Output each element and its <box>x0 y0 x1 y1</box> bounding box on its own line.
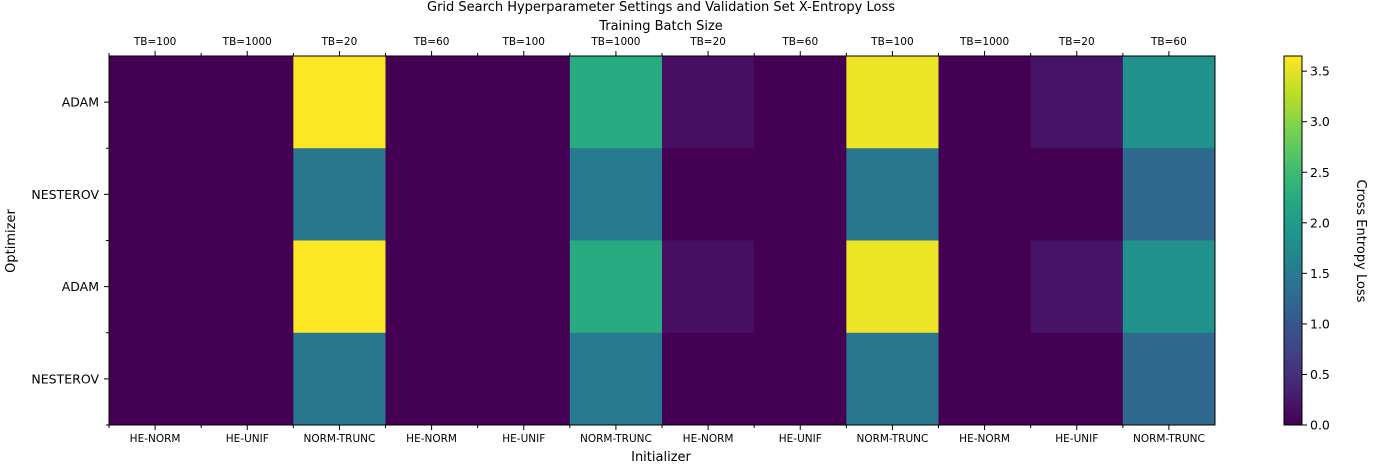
x-tick-label: NORM-TRUNC <box>1133 433 1205 445</box>
heatmap-cell <box>201 332 294 426</box>
axis-ticks: HE-NORM TB=100 HE-UNIF TB=1000 NORM-TRUNC TB=… <box>31 36 1204 445</box>
heatmap-cell <box>201 56 294 149</box>
heatmap-cell <box>477 240 571 334</box>
heatmap-cell <box>1030 148 1124 241</box>
top-tick-label: TB=60 <box>781 36 818 48</box>
top-tick-label: TB=60 <box>413 36 450 48</box>
y-tick-label: ADAM <box>62 279 99 294</box>
colorbar: 0.0 0.5 1.0 1.5 2.0 2.5 3.0 3.5 <box>1283 55 1330 433</box>
heatmap-cell <box>569 56 663 149</box>
colorbar-tick-label: 2.5 <box>1310 165 1330 180</box>
top-tick-label: TB=100 <box>133 36 176 48</box>
colorbar-tick-label: 1.0 <box>1310 316 1330 331</box>
heatmap-cells <box>108 55 1216 426</box>
heatmap-cell <box>569 240 663 334</box>
heatmap-cell <box>1122 332 1216 426</box>
x-tick-label: NORM-TRUNC <box>580 433 652 445</box>
colorbar-tick-label: 3.5 <box>1310 64 1330 79</box>
top-tick-label: TB=100 <box>502 36 545 48</box>
heatmap-cell <box>569 332 663 426</box>
top-tick-label: TB=20 <box>689 36 726 48</box>
x-tick-label: HE-NORM <box>406 433 457 445</box>
heatmap-cell <box>109 332 202 426</box>
colorbar-gradient <box>1283 55 1303 426</box>
heatmap-cell <box>109 240 202 334</box>
heatmap-cell <box>109 148 202 241</box>
colorbar-tick-label: 0.5 <box>1310 367 1330 382</box>
heatmap-cell <box>293 332 386 426</box>
heatmap-cell <box>1030 240 1124 334</box>
heatmap-cell <box>477 56 571 149</box>
heatmap-cell <box>109 56 202 149</box>
x-tick-label: HE-UNIF <box>226 433 269 445</box>
heatmap-cell <box>1122 56 1216 149</box>
heatmap-cell <box>293 56 386 149</box>
heatmap-cell <box>293 148 386 241</box>
colorbar-tick-label: 2.0 <box>1310 215 1330 230</box>
x-tick-label: HE-UNIF <box>779 433 822 445</box>
heatmap-cell <box>662 56 755 149</box>
x-axis-label: Initializer <box>631 450 691 464</box>
x-tick-label: HE-NORM <box>959 433 1010 445</box>
heatmap-cell <box>938 240 1032 334</box>
heatmap-cell <box>569 148 663 241</box>
colorbar-tick-label: 3.0 <box>1310 114 1330 129</box>
x-tick-label: HE-UNIF <box>502 433 545 445</box>
heatmap-cell <box>385 332 479 426</box>
colorbar-tick-label: 0.0 <box>1310 418 1330 433</box>
top-tick-label: TB=1000 <box>222 36 272 48</box>
top-tick-label: TB=20 <box>1058 36 1095 48</box>
y-tick-label: NESTEROV <box>31 371 99 386</box>
heatmap-cell <box>754 332 847 426</box>
heatmap-cell <box>385 148 479 241</box>
heatmap-cell <box>754 148 847 241</box>
heatmap-cell <box>477 332 571 426</box>
heatmap-cell <box>662 332 755 426</box>
x-tick-label: HE-NORM <box>683 433 734 445</box>
heatmap-cell <box>846 240 939 334</box>
top-tick-label: TB=1000 <box>590 36 640 48</box>
top-tick-label: TB=1000 <box>959 36 1009 48</box>
heatmap-cell <box>385 56 479 149</box>
chart-title: Grid Search Hyperparameter Settings and … <box>427 0 895 15</box>
colorbar-label: Cross Entropy Loss <box>1353 180 1368 303</box>
x-tick-label: HE-UNIF <box>1055 433 1098 445</box>
heatmap-cell <box>938 332 1032 426</box>
heatmap-cell <box>662 240 755 334</box>
y-tick-label: ADAM <box>62 95 99 110</box>
heatmap-cell <box>201 240 294 334</box>
x-tick-label: HE-NORM <box>130 433 181 445</box>
heatmap-cell <box>201 148 294 241</box>
heatmap-cell <box>846 56 939 149</box>
heatmap-cell <box>385 240 479 334</box>
heatmap-cell <box>846 148 939 241</box>
heatmap-cell <box>938 56 1032 149</box>
heatmap-cell <box>846 332 939 426</box>
x-tick-label: NORM-TRUNC <box>856 433 928 445</box>
y-axis-label: Optimizer <box>4 209 19 273</box>
colorbar-tick-label: 1.5 <box>1310 266 1330 281</box>
top-tick-label: TB=60 <box>1150 36 1187 48</box>
heatmap-cell <box>754 56 847 149</box>
heatmap-cell <box>1122 240 1216 334</box>
heatmap-cell <box>662 148 755 241</box>
heatmap-cell <box>477 148 571 241</box>
top-tick-label: TB=20 <box>321 36 358 48</box>
heatmap-cell <box>293 240 386 334</box>
heatmap-cell <box>1030 56 1124 149</box>
top-tick-label: TB=100 <box>870 36 913 48</box>
heatmap-cell <box>1122 148 1216 241</box>
y-tick-label: NESTEROV <box>31 187 99 202</box>
top-axis-label: Training Batch Size <box>598 19 723 34</box>
x-tick-label: NORM-TRUNC <box>303 433 375 445</box>
heatmap-cell <box>754 240 847 334</box>
heatmap-cell <box>938 148 1032 241</box>
heatmap-cell <box>1030 332 1124 426</box>
